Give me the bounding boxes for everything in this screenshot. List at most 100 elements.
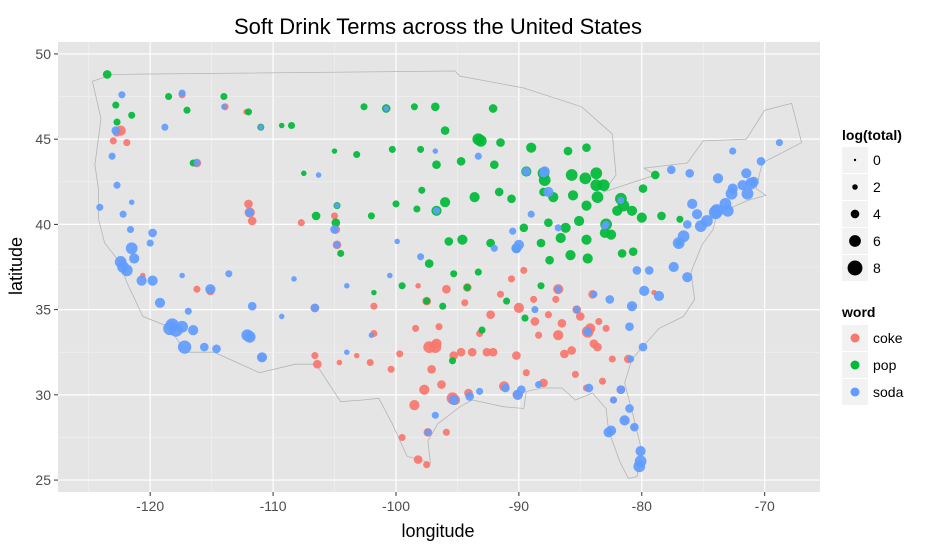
point-soda bbox=[638, 342, 648, 352]
point-soda bbox=[205, 284, 216, 295]
y-tick-label: 40 bbox=[35, 216, 51, 232]
point-soda bbox=[111, 126, 121, 135]
point-pop bbox=[301, 170, 307, 177]
point-soda bbox=[465, 392, 475, 401]
point-coke bbox=[575, 312, 585, 321]
point-pop bbox=[450, 270, 458, 278]
point-soda bbox=[603, 427, 614, 438]
color-legend-label-soda: soda bbox=[873, 384, 904, 400]
point-soda bbox=[334, 202, 340, 209]
point-soda bbox=[490, 244, 498, 252]
point-pop bbox=[590, 167, 603, 180]
size-legend-label: 6 bbox=[873, 233, 881, 249]
point-soda bbox=[118, 91, 126, 99]
point-soda bbox=[748, 176, 759, 187]
point-pop bbox=[657, 211, 666, 221]
point-coke bbox=[442, 428, 450, 436]
x-tick-label: -120 bbox=[136, 498, 164, 514]
point-coke bbox=[598, 377, 607, 385]
point-soda bbox=[512, 389, 523, 400]
point-pop bbox=[650, 170, 660, 180]
color-legend: word coke pop soda bbox=[841, 304, 904, 405]
point-soda bbox=[424, 428, 432, 436]
point-soda bbox=[448, 394, 459, 406]
point-pop bbox=[503, 297, 511, 305]
point-pop bbox=[410, 103, 418, 111]
size-legend-label: 8 bbox=[873, 260, 881, 276]
point-soda bbox=[387, 272, 393, 279]
point-soda bbox=[721, 204, 734, 217]
point-coke bbox=[595, 317, 603, 326]
point-soda bbox=[712, 173, 724, 184]
point-pop bbox=[444, 237, 454, 246]
size-legend: log(total) 0 2 4 6 8 bbox=[842, 127, 902, 281]
size-legend-dot bbox=[849, 235, 861, 247]
point-pop bbox=[398, 282, 406, 290]
point-soda bbox=[627, 355, 635, 363]
point-pop bbox=[418, 186, 426, 194]
color-legend-dot-soda bbox=[850, 387, 860, 397]
point-pop bbox=[565, 250, 576, 261]
point-coke bbox=[419, 384, 430, 395]
point-soda bbox=[668, 261, 679, 273]
point-coke bbox=[413, 455, 423, 464]
gridlines bbox=[58, 42, 820, 492]
point-soda bbox=[176, 320, 188, 333]
point-soda bbox=[368, 332, 375, 338]
point-pop bbox=[628, 247, 638, 257]
point-soda bbox=[154, 297, 166, 308]
point-pop bbox=[526, 142, 537, 153]
point-soda bbox=[108, 152, 116, 160]
point-soda bbox=[639, 285, 650, 296]
point-pop bbox=[244, 108, 253, 116]
point-pop bbox=[638, 184, 648, 193]
point-pop bbox=[287, 121, 296, 130]
point-coke bbox=[520, 266, 528, 274]
point-soda bbox=[247, 301, 257, 311]
point-pop bbox=[581, 200, 592, 211]
point-soda bbox=[634, 455, 647, 468]
y-axis-label: latitude bbox=[6, 237, 26, 295]
point-soda bbox=[501, 383, 510, 393]
point-pop bbox=[469, 192, 480, 203]
point-soda bbox=[573, 306, 581, 314]
point-soda bbox=[221, 104, 227, 110]
y-tick-label: 25 bbox=[35, 472, 51, 488]
us-outline bbox=[91, 70, 803, 479]
point-soda bbox=[513, 239, 525, 250]
size-legend-label: 2 bbox=[873, 179, 881, 195]
point-pop bbox=[388, 145, 396, 153]
point-soda bbox=[531, 306, 539, 314]
point-pop bbox=[579, 172, 592, 185]
y-tick-label: 45 bbox=[35, 131, 51, 147]
point-pop bbox=[545, 255, 554, 265]
point-soda bbox=[394, 238, 400, 245]
point-coke bbox=[387, 365, 395, 373]
point-coke bbox=[553, 330, 564, 341]
point-soda bbox=[178, 89, 186, 97]
point-pop bbox=[565, 169, 578, 181]
point-soda bbox=[128, 199, 135, 205]
point-coke bbox=[312, 359, 322, 369]
point-soda bbox=[278, 313, 285, 320]
point-soda bbox=[245, 208, 255, 217]
point-coke bbox=[435, 323, 443, 331]
point-coke bbox=[507, 275, 516, 283]
point-coke bbox=[297, 219, 305, 227]
point-soda bbox=[113, 181, 121, 189]
point-soda bbox=[188, 325, 199, 336]
point-pop bbox=[183, 106, 191, 114]
point-pop bbox=[617, 249, 627, 258]
point-soda bbox=[184, 307, 192, 315]
point-soda bbox=[333, 241, 341, 249]
point-pop bbox=[430, 102, 440, 112]
point-pop bbox=[331, 218, 341, 228]
point-coke bbox=[486, 310, 495, 320]
point-coke bbox=[336, 359, 343, 366]
point-soda bbox=[527, 210, 535, 218]
size-legend-label: 0 bbox=[873, 152, 881, 168]
point-soda bbox=[625, 404, 634, 413]
size-legend-dot bbox=[852, 184, 858, 190]
point-coke bbox=[396, 350, 404, 358]
